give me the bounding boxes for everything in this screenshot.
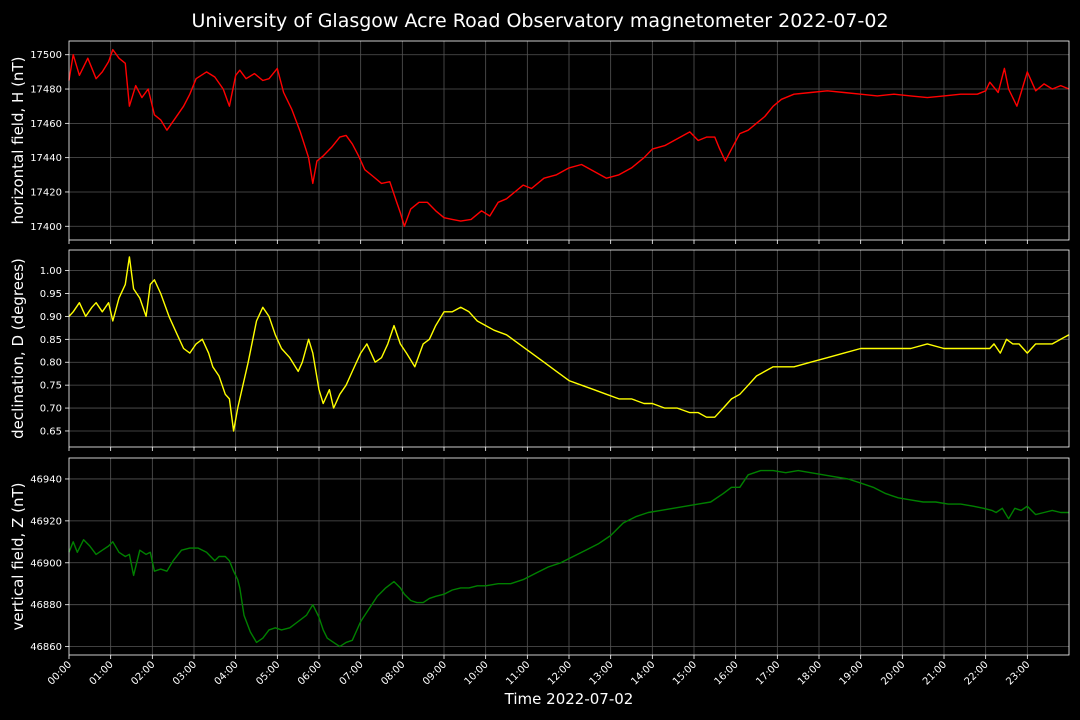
x-tick-label: 10:00	[463, 659, 491, 687]
y-tick-label: 0.70	[40, 404, 62, 415]
y-tick-label: 46920	[30, 516, 62, 527]
y-axis-label: declination, D (degrees)	[9, 258, 27, 439]
x-tick-label: 22:00	[963, 659, 991, 687]
x-tick-label: 00:00	[46, 659, 74, 687]
plot-frame	[68, 457, 1070, 656]
x-tick-label: 06:00	[296, 659, 324, 687]
x-tick-label: 02:00	[129, 659, 157, 687]
y-tick-label: 46940	[30, 474, 62, 485]
y-tick-label: 17400	[30, 222, 62, 233]
x-tick-label: 21:00	[921, 659, 949, 687]
y-tick-label: 46880	[30, 600, 62, 611]
y-tick-label: 17440	[30, 153, 62, 164]
x-tick-label: 18:00	[796, 659, 824, 687]
y-tick-label: 1.00	[40, 266, 62, 277]
x-tick-label: 17:00	[754, 659, 782, 687]
x-tick-label: 16:00	[713, 659, 741, 687]
y-tick-label: 46860	[30, 642, 62, 653]
x-tick-label: 15:00	[671, 659, 699, 687]
x-tick-label: 07:00	[338, 659, 366, 687]
x-tick-label: 19:00	[838, 659, 866, 687]
x-tick-label: 05:00	[254, 659, 282, 687]
series-line-2	[68, 469, 1069, 648]
y-tick-label: 17460	[30, 119, 62, 130]
y-tick-label: 0.95	[40, 289, 62, 300]
y-tick-label: 0.80	[40, 358, 62, 369]
x-tick-label: 08:00	[379, 659, 407, 687]
y-axis-label: horizontal field, H (nT)	[9, 57, 27, 225]
y-tick-label: 46900	[30, 558, 62, 569]
y-axis-label: vertical field, Z (nT)	[9, 482, 27, 630]
x-tick-label: 20:00	[879, 659, 907, 687]
x-tick-label: 04:00	[213, 659, 241, 687]
y-tick-label: 17480	[30, 85, 62, 96]
series-line-1	[68, 256, 1070, 432]
y-tick-label: 0.75	[40, 381, 62, 392]
x-tick-label: 09:00	[421, 659, 449, 687]
y-tick-label: 0.85	[40, 335, 62, 346]
chart-title: University of Glasgow Acre Road Observat…	[191, 10, 889, 32]
x-tick-label: 23:00	[1004, 659, 1032, 687]
x-axis-label: Time 2022-07-02	[504, 690, 634, 708]
x-tick-label: 01:00	[88, 659, 116, 687]
y-tick-label: 17500	[30, 50, 62, 61]
x-tick-label: 14:00	[629, 659, 657, 687]
x-tick-label: 11:00	[504, 659, 532, 687]
y-tick-label: 17420	[30, 187, 62, 198]
y-tick-label: 0.90	[40, 312, 62, 323]
x-tick-label: 03:00	[171, 659, 199, 687]
y-tick-label: 0.65	[40, 426, 62, 437]
series-line-0	[68, 48, 1070, 227]
plot-frame	[68, 249, 1070, 448]
x-tick-label: 12:00	[546, 659, 574, 687]
x-tick-label: 13:00	[588, 659, 616, 687]
plot-frame	[68, 40, 1070, 241]
